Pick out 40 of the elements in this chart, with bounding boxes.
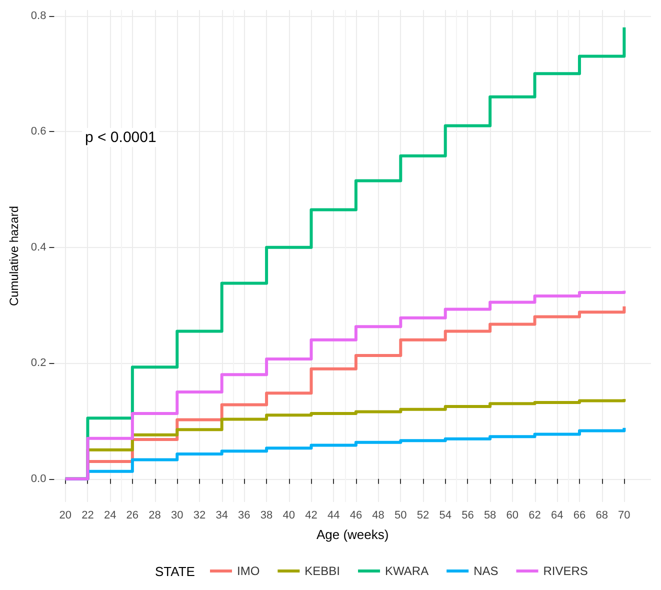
x-tick-label: 68 [596,510,608,522]
x-tick-label: 20 [59,510,72,522]
x-tick-label: 70 [618,510,630,522]
y-tick-label: 0.6 [30,126,46,138]
x-tick-label: 54 [439,510,452,522]
x-tick-label: 34 [216,510,228,522]
x-tick-label: 62 [528,510,541,522]
y-axis-title: Cumulative hazard [7,206,21,306]
x-tick-label: 28 [148,510,161,522]
x-tick-label: 22 [82,510,94,522]
legend-title: STATE [155,564,196,579]
x-tick-label: 32 [193,510,206,522]
x-tick-label: 38 [260,510,273,522]
x-tick-label: 48 [372,510,384,522]
legend-label: KWARA [385,564,429,578]
x-tick-label: 66 [573,510,586,522]
x-axis-title: Age (weeks) [316,527,389,542]
legend-label: RIVERS [543,564,588,578]
legend-label: NAS [474,564,498,578]
x-tick-label: 40 [282,510,296,522]
x-tick-label: 44 [327,510,340,522]
legend-label: IMO [237,564,260,578]
y-tick-label: 0.4 [30,241,46,254]
x-tick-label: 46 [350,510,362,522]
x-tick-label: 60 [506,510,519,522]
x-tick-label: 30 [171,510,184,522]
annotation: p < 0.0001 [85,129,156,146]
x-tick-label: 52 [416,510,430,522]
x-tick-label: 42 [305,510,318,522]
y-tick-label: 0.0 [30,472,46,485]
x-tick-label: 36 [238,510,250,522]
y-tick-label: 0.2 [30,357,46,370]
legend-label: KEBBI [304,564,340,578]
x-tick-label: 24 [104,510,116,522]
y-tick-label: 0.8 [30,10,46,22]
x-tick-label: 56 [462,510,474,522]
x-tick-label: 50 [394,510,407,522]
x-tick-label: 26 [126,510,139,522]
x-tick-label: 64 [550,510,564,522]
x-tick-label: 58 [484,510,496,522]
